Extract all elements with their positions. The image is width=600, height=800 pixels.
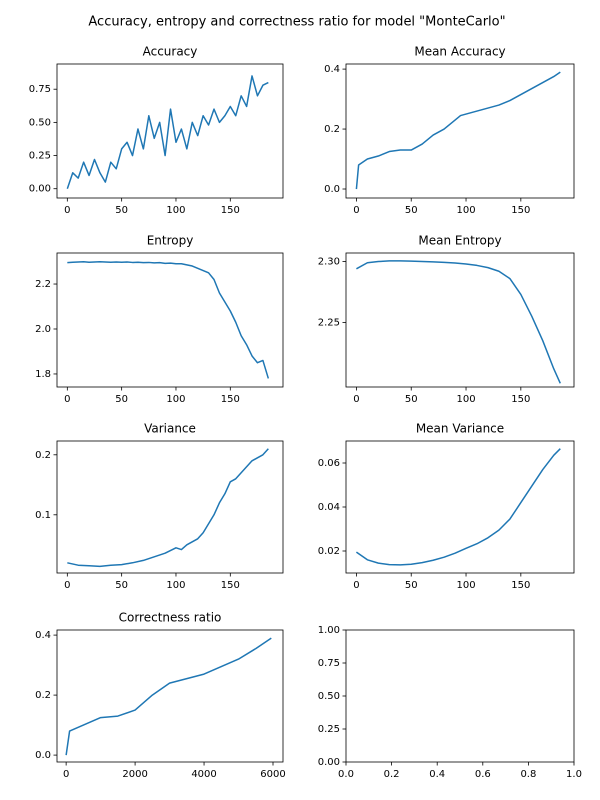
y-tick-label: 0.2 xyxy=(324,124,340,135)
x-tick-label: 50 xyxy=(115,394,128,405)
x-tick-label: 0 xyxy=(64,580,70,591)
x-tick-label: 0 xyxy=(353,205,359,216)
x-tick-label: 6000 xyxy=(260,769,285,780)
x-tick-label: 50 xyxy=(115,205,128,216)
x-tick-label: 100 xyxy=(456,580,475,591)
y-tick-label: 0.25 xyxy=(29,151,51,162)
y-tick-label: 0.0 xyxy=(35,750,51,761)
x-tick-label: 100 xyxy=(166,580,185,591)
y-tick-label: 0.06 xyxy=(318,458,340,469)
x-tick-label: 0.0 xyxy=(338,769,354,780)
x-tick-label: 0.8 xyxy=(520,769,536,780)
figure-title: Accuracy, entropy and correctness ratio … xyxy=(88,15,505,30)
subplot-title: Mean Variance xyxy=(416,422,504,436)
y-tick-label: 0.25 xyxy=(318,724,340,735)
x-tick-label: 0 xyxy=(64,394,70,405)
y-tick-label: 0.1 xyxy=(35,510,51,521)
x-tick-label: 0.4 xyxy=(429,769,445,780)
axes-frame xyxy=(56,629,284,763)
data-line xyxy=(65,637,272,756)
x-tick-label: 150 xyxy=(511,394,530,405)
data-line xyxy=(66,75,269,189)
x-tick-label: 4000 xyxy=(191,769,216,780)
x-tick-label: 0.2 xyxy=(384,769,400,780)
x-tick-label: 100 xyxy=(456,205,475,216)
x-tick-label: 100 xyxy=(166,394,185,405)
data-line xyxy=(355,448,561,566)
axes-frame xyxy=(345,629,575,763)
y-tick-label: 0.00 xyxy=(29,184,51,195)
y-tick-label: 0.2 xyxy=(35,690,51,701)
y-tick-label: 2.0 xyxy=(35,324,51,335)
x-tick-label: 50 xyxy=(115,580,128,591)
y-tick-label: 0.4 xyxy=(35,630,51,641)
axes-frame xyxy=(345,440,575,574)
y-tick-label: 0.50 xyxy=(318,691,340,702)
data-line xyxy=(67,261,270,379)
x-tick-label: 150 xyxy=(221,580,240,591)
x-tick-label: 0 xyxy=(63,769,69,780)
axes-frame xyxy=(345,63,575,199)
y-tick-label: 2.25 xyxy=(318,317,340,328)
x-tick-label: 150 xyxy=(221,205,240,216)
x-tick-label: 150 xyxy=(511,205,530,216)
y-tick-label: 2.2 xyxy=(35,279,51,290)
y-tick-label: 0.4 xyxy=(324,64,340,75)
subplot-title: Accuracy xyxy=(143,45,198,59)
data-line xyxy=(356,260,561,384)
data-line xyxy=(67,448,269,568)
y-tick-label: 2.30 xyxy=(318,257,340,268)
y-tick-label: 1.8 xyxy=(35,369,51,380)
y-tick-label: 0.2 xyxy=(35,450,51,461)
subplot-title: Entropy xyxy=(147,234,194,248)
x-tick-label: 50 xyxy=(405,580,418,591)
y-tick-label: 0.00 xyxy=(318,757,340,768)
x-tick-label: 100 xyxy=(166,205,185,216)
x-tick-label: 50 xyxy=(405,205,418,216)
data-line xyxy=(355,71,561,190)
axes-frame xyxy=(56,63,284,199)
subplot-title: Mean Entropy xyxy=(418,234,501,248)
x-tick-label: 2000 xyxy=(122,769,147,780)
y-tick-label: 0.75 xyxy=(29,84,51,95)
x-tick-label: 150 xyxy=(511,580,530,591)
axes-frame xyxy=(345,252,575,388)
x-tick-label: 1.0 xyxy=(566,769,582,780)
x-tick-label: 0 xyxy=(353,580,359,591)
x-tick-label: 50 xyxy=(405,394,418,405)
axes-frame xyxy=(56,252,284,388)
subplot-title: Variance xyxy=(144,422,196,436)
subplot-title: Correctness ratio xyxy=(119,611,222,625)
y-tick-label: 1.00 xyxy=(318,625,340,636)
subplot-title: Mean Accuracy xyxy=(414,45,505,59)
y-tick-label: 0.02 xyxy=(318,546,340,557)
x-tick-label: 0 xyxy=(64,205,70,216)
x-tick-label: 0 xyxy=(353,394,359,405)
x-tick-label: 100 xyxy=(456,394,475,405)
axes-frame xyxy=(56,440,284,574)
y-tick-label: 0.0 xyxy=(324,184,340,195)
x-tick-label: 0.6 xyxy=(475,769,491,780)
x-tick-label: 150 xyxy=(221,394,240,405)
y-tick-label: 0.50 xyxy=(29,117,51,128)
y-tick-label: 0.75 xyxy=(318,658,340,669)
y-tick-label: 0.04 xyxy=(318,502,340,513)
